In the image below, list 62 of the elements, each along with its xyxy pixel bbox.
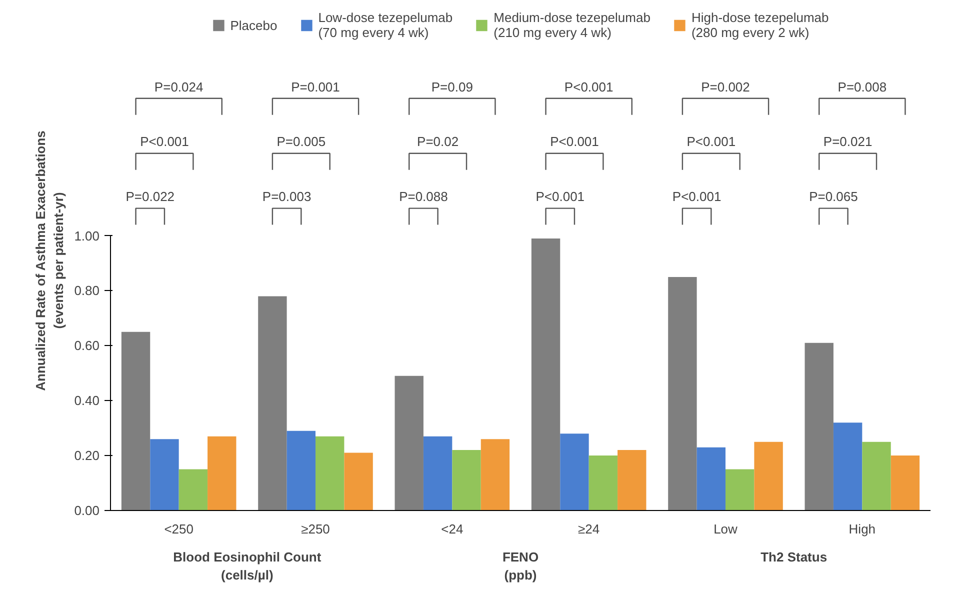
text: P=0.002 xyxy=(701,79,750,94)
y-axis-title: Annualized Rate of Asthma Exacerbations (events per patient-yr) xyxy=(33,130,66,391)
bar xyxy=(394,376,424,510)
bar xyxy=(588,456,618,510)
text: P<0.001 xyxy=(672,189,722,204)
text: P=0.005 xyxy=(276,134,326,150)
bar xyxy=(618,450,646,510)
text: P<0.001 xyxy=(140,134,189,150)
text: P=0.008 xyxy=(838,79,887,94)
text: FENO (ppb) xyxy=(502,550,539,582)
bar xyxy=(208,436,236,510)
legend-label: Placebo xyxy=(230,18,278,32)
bar xyxy=(862,442,891,510)
bar xyxy=(804,342,834,510)
text: P<0.001 xyxy=(550,134,599,150)
legend-label: Low-dose tezepelumab (70 mg every 4 wk) xyxy=(318,10,453,40)
bar xyxy=(423,436,452,510)
y-tick-label: 1.00 xyxy=(74,228,100,244)
x-tick-label: Low xyxy=(714,522,738,536)
bar xyxy=(258,296,287,510)
text: P=0.001 xyxy=(291,79,340,94)
bar xyxy=(726,469,754,510)
y-tick-label: 0.00 xyxy=(74,503,100,518)
bar xyxy=(668,276,697,510)
bar xyxy=(890,456,920,510)
bar xyxy=(480,439,510,510)
legend-label: High-dose tezepelumab (280 mg every 2 wk) xyxy=(691,10,829,40)
y-tick-label: 0.40 xyxy=(74,393,100,408)
text: Th2 Status xyxy=(760,550,828,564)
bar xyxy=(150,439,179,510)
bar xyxy=(696,447,726,510)
bar xyxy=(121,332,150,510)
x-tick-label: High xyxy=(848,522,876,536)
x-tick-label: <24 xyxy=(441,522,464,536)
bar xyxy=(531,238,560,510)
text: P=0.022 xyxy=(126,189,175,204)
bar xyxy=(833,422,862,510)
x-tick-label: ≥250 xyxy=(301,522,330,536)
legend-label: Medium-dose tezepelumab (210 mg every 4 wk) xyxy=(494,10,650,40)
bar xyxy=(316,436,344,510)
text: P=0.02 xyxy=(417,134,459,150)
y-tick-label: 0.60 xyxy=(74,338,100,354)
text: P=0.088 xyxy=(399,189,448,204)
bar xyxy=(560,434,589,510)
bar xyxy=(452,450,481,510)
text: P=0.021 xyxy=(823,134,872,150)
text: P<0.001 xyxy=(564,79,614,94)
text: P<0.001 xyxy=(686,134,736,150)
text: Blood Eosinophil Count (cells/µl) xyxy=(173,550,322,582)
bar xyxy=(178,469,208,510)
x-tick-label: <250 xyxy=(164,522,194,536)
text: P<0.001 xyxy=(536,189,585,204)
text: P=0.003 xyxy=(262,189,312,204)
y-tick-label: 0.20 xyxy=(74,448,100,464)
text: P=0.024 xyxy=(154,79,204,94)
y-tick-label: 0.80 xyxy=(74,283,100,298)
text: P=0.09 xyxy=(431,79,473,94)
bar xyxy=(286,430,316,510)
bar xyxy=(344,452,373,510)
bar xyxy=(754,442,783,510)
x-tick-label: ≥24 xyxy=(578,522,600,536)
text: P=0.065 xyxy=(809,189,858,204)
